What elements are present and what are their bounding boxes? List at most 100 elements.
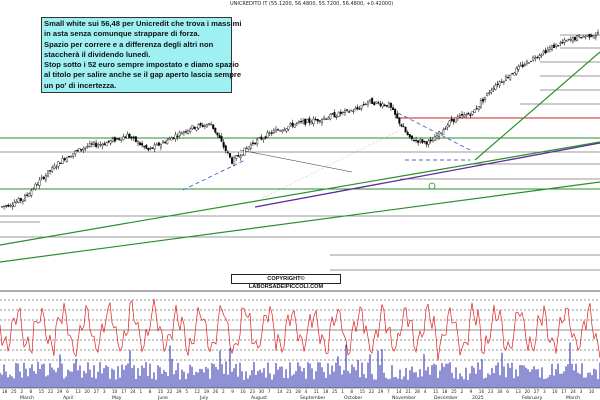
candle-down xyxy=(212,124,215,129)
candle-down xyxy=(408,134,411,138)
candle-down xyxy=(590,35,593,37)
candle-up xyxy=(3,205,6,207)
candle-up xyxy=(38,179,41,186)
candle-up xyxy=(565,40,568,42)
candle-down xyxy=(553,44,556,48)
x-tick-label: 29 xyxy=(378,389,384,394)
candle-down xyxy=(139,142,142,146)
candle-down xyxy=(467,112,470,115)
candle-up xyxy=(578,35,581,38)
candle-up xyxy=(170,137,173,141)
candle-up xyxy=(538,55,541,58)
x-tick-label: 24 xyxy=(570,389,576,394)
candle-down xyxy=(402,125,405,128)
candle-up xyxy=(245,147,248,150)
long-trend-line xyxy=(0,181,600,263)
candle-down xyxy=(132,136,135,138)
candle-up xyxy=(233,157,236,166)
candle-up xyxy=(427,140,430,145)
candle-down xyxy=(452,119,455,122)
candle-up xyxy=(550,45,553,50)
candle-up xyxy=(335,116,338,118)
candle-up xyxy=(530,60,533,63)
candle-up xyxy=(11,204,14,207)
candle-up xyxy=(287,126,290,130)
candle-down xyxy=(469,114,472,116)
candle-down xyxy=(95,142,98,147)
candle-down xyxy=(141,143,144,146)
x-tick-label: 5 xyxy=(185,389,188,394)
candle-up xyxy=(72,153,75,157)
candle-up xyxy=(126,134,129,139)
candle-down xyxy=(103,143,106,146)
candle-up xyxy=(532,56,535,61)
x-tick-label: 6 xyxy=(66,389,69,394)
candle-up xyxy=(57,161,60,167)
candle-up xyxy=(84,146,87,149)
candle-down xyxy=(394,108,397,115)
candle-down xyxy=(356,106,359,110)
candle-up xyxy=(302,120,305,123)
candle-down xyxy=(260,136,263,140)
candle-up xyxy=(34,183,37,190)
candle-up xyxy=(323,117,326,120)
candle-up xyxy=(256,139,259,145)
x-tick-label: 28 xyxy=(415,389,421,394)
candle-up xyxy=(153,144,156,150)
candle-up xyxy=(435,135,438,139)
candle-up xyxy=(488,92,491,94)
candle-up xyxy=(352,110,355,113)
x-month-label: April xyxy=(63,395,74,400)
x-tick-label: 3 xyxy=(580,389,583,394)
candle-down xyxy=(134,136,137,142)
candle-down xyxy=(176,135,179,138)
candle-down xyxy=(389,102,392,108)
candle-up xyxy=(28,193,31,197)
candle-up xyxy=(295,122,298,124)
x-tick-label: 7 xyxy=(387,389,390,394)
candle-up xyxy=(258,137,261,139)
candle-down xyxy=(362,103,365,106)
candle-up xyxy=(312,118,315,124)
candle-down xyxy=(339,111,342,115)
candle-up xyxy=(203,125,206,127)
candle-up xyxy=(569,39,572,41)
candle-down xyxy=(544,49,547,54)
candle-down xyxy=(251,142,254,144)
candle-down xyxy=(325,118,328,120)
candle-down xyxy=(228,153,231,158)
volume-panel xyxy=(0,342,600,389)
note-line: staccherà il dividendo lunedì. xyxy=(44,49,151,59)
x-month-label: October xyxy=(344,395,362,400)
candle-down xyxy=(222,141,225,148)
x-tick-label: 20 xyxy=(525,389,531,394)
x-axis: 18 25 2 8 15 22 29 6 13 20 27 3 10 17 24 1 8 15 22 29 5 12 19 2… xyxy=(2,389,594,400)
candle-down xyxy=(67,156,70,158)
candle-up xyxy=(433,136,436,141)
candle-up xyxy=(492,88,495,90)
candle-up xyxy=(178,132,181,136)
candle-down xyxy=(410,135,413,140)
x-tick-label: 15 xyxy=(158,389,164,394)
candle-up xyxy=(182,131,185,133)
candle-up xyxy=(341,111,344,114)
candle-down xyxy=(308,118,311,123)
candle-up xyxy=(440,132,443,134)
x-tick-label: 27 xyxy=(94,389,100,394)
candle-up xyxy=(517,66,520,70)
candle-down xyxy=(270,132,273,134)
x-month-label: March xyxy=(566,395,580,400)
candle-up xyxy=(364,103,367,106)
x-tick-label: 3 xyxy=(103,389,106,394)
candle-up xyxy=(563,39,566,43)
candle-up xyxy=(584,36,587,38)
candle-down xyxy=(412,140,415,142)
candle-up xyxy=(272,130,275,133)
candle-up xyxy=(149,147,152,150)
candle-up xyxy=(354,108,357,111)
x-tick-label: 25 xyxy=(11,389,17,394)
candle-down xyxy=(80,149,83,151)
note-line: un po' di incertezza. xyxy=(44,80,117,90)
candle-down xyxy=(264,136,267,139)
candle-up xyxy=(241,154,244,156)
